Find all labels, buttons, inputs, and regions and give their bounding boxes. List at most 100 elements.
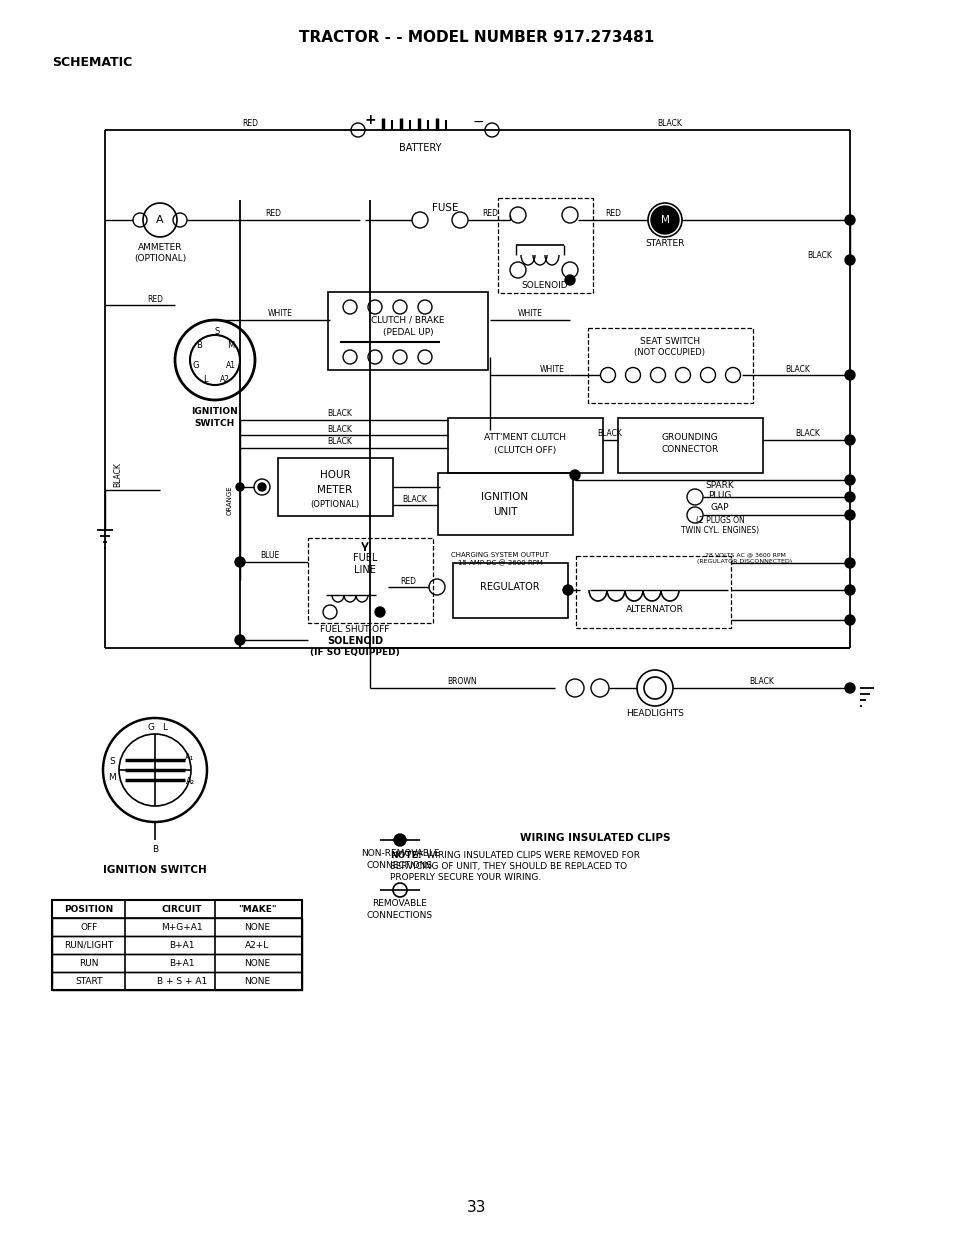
Circle shape bbox=[235, 483, 244, 492]
Text: RED: RED bbox=[604, 210, 620, 219]
Text: POSITION: POSITION bbox=[64, 904, 113, 914]
Text: CONNECTOR: CONNECTOR bbox=[660, 446, 718, 454]
Text: BLACK: BLACK bbox=[402, 494, 427, 504]
Circle shape bbox=[844, 370, 854, 380]
Text: SPARK: SPARK bbox=[705, 480, 734, 489]
Text: A₁: A₁ bbox=[185, 753, 194, 762]
Text: B: B bbox=[152, 846, 158, 855]
Circle shape bbox=[844, 510, 854, 520]
Text: 15 AMP DC @ 3600 RPM: 15 AMP DC @ 3600 RPM bbox=[457, 559, 542, 566]
Text: WHITE: WHITE bbox=[517, 310, 542, 319]
Text: (NOT OCCUPIED): (NOT OCCUPIED) bbox=[634, 348, 705, 357]
Bar bbox=[52, 900, 302, 918]
Text: NON-REMOVABLE: NON-REMOVABLE bbox=[360, 850, 438, 858]
Text: GAP: GAP bbox=[710, 503, 728, 511]
Text: B: B bbox=[196, 341, 202, 350]
Text: RUN: RUN bbox=[79, 958, 99, 967]
Circle shape bbox=[844, 492, 854, 501]
Text: B+A1: B+A1 bbox=[169, 941, 194, 950]
Text: SEAT SWITCH: SEAT SWITCH bbox=[639, 337, 700, 347]
Text: OFF: OFF bbox=[80, 923, 97, 931]
Text: BLUE: BLUE bbox=[260, 552, 279, 561]
Text: (REGULATOR DISCONNECTED): (REGULATOR DISCONNECTED) bbox=[697, 559, 792, 564]
Text: CLUTCH / BRAKE: CLUTCH / BRAKE bbox=[371, 315, 444, 325]
Text: A₂: A₂ bbox=[185, 778, 194, 787]
Text: RED: RED bbox=[147, 294, 163, 304]
Text: START: START bbox=[75, 977, 103, 986]
Circle shape bbox=[234, 557, 245, 567]
Bar bbox=[277, 458, 393, 516]
Text: NOTE:: NOTE: bbox=[390, 851, 421, 860]
Circle shape bbox=[844, 585, 854, 595]
Circle shape bbox=[647, 203, 681, 237]
Circle shape bbox=[844, 435, 854, 445]
Text: LINE: LINE bbox=[354, 564, 375, 576]
Bar bbox=[52, 900, 302, 990]
Text: M: M bbox=[659, 215, 669, 225]
Text: SCHEMATIC: SCHEMATIC bbox=[52, 56, 132, 68]
Bar bbox=[308, 538, 433, 622]
Text: A1: A1 bbox=[226, 361, 235, 369]
Text: BLACK: BLACK bbox=[657, 120, 681, 128]
Text: A2+L: A2+L bbox=[245, 941, 269, 950]
Text: PROPERLY SECURE YOUR WIRING.: PROPERLY SECURE YOUR WIRING. bbox=[390, 872, 540, 882]
Text: FUEL: FUEL bbox=[353, 553, 376, 563]
Circle shape bbox=[394, 834, 406, 846]
Text: IGNITION SWITCH: IGNITION SWITCH bbox=[103, 864, 207, 876]
Circle shape bbox=[569, 471, 579, 480]
Text: WHITE: WHITE bbox=[267, 310, 293, 319]
Bar bbox=[437, 473, 573, 535]
Text: STARTER: STARTER bbox=[644, 240, 684, 248]
Text: 33: 33 bbox=[467, 1200, 486, 1215]
Text: BROWN: BROWN bbox=[447, 678, 476, 687]
Text: (CLUTCH OFF): (CLUTCH OFF) bbox=[494, 446, 556, 454]
Circle shape bbox=[844, 615, 854, 625]
Circle shape bbox=[650, 206, 679, 233]
Text: BLACK: BLACK bbox=[784, 364, 810, 373]
Circle shape bbox=[234, 635, 245, 645]
Circle shape bbox=[844, 558, 854, 568]
Text: M: M bbox=[227, 341, 234, 350]
Bar bbox=[328, 291, 488, 370]
Text: TRACTOR - - MODEL NUMBER 917.273481: TRACTOR - - MODEL NUMBER 917.273481 bbox=[299, 31, 654, 46]
Text: (PEDAL UP): (PEDAL UP) bbox=[382, 329, 433, 337]
Circle shape bbox=[844, 683, 854, 693]
Text: RED: RED bbox=[399, 577, 416, 585]
Text: NONE: NONE bbox=[244, 958, 270, 967]
Text: SERVICING OF UNIT, THEY SHOULD BE REPLACED TO: SERVICING OF UNIT, THEY SHOULD BE REPLAC… bbox=[390, 862, 626, 871]
Text: HEADLIGHTS: HEADLIGHTS bbox=[625, 709, 683, 719]
Text: RED: RED bbox=[481, 210, 497, 219]
Text: ORANGE: ORANGE bbox=[227, 485, 233, 515]
Text: −: − bbox=[472, 115, 483, 128]
Text: G: G bbox=[193, 361, 199, 369]
Text: BLACK: BLACK bbox=[327, 437, 352, 447]
Text: TWIN CYL. ENGINES): TWIN CYL. ENGINES) bbox=[680, 526, 759, 536]
Text: 28 VOLTS AC @ 3600 RPM: 28 VOLTS AC @ 3600 RPM bbox=[704, 552, 784, 557]
Text: RED: RED bbox=[242, 120, 257, 128]
Text: +: + bbox=[364, 112, 375, 127]
Text: CHARGING SYSTEM OUTPUT: CHARGING SYSTEM OUTPUT bbox=[451, 552, 548, 558]
Text: WHITE: WHITE bbox=[539, 364, 564, 373]
Text: IGNITION: IGNITION bbox=[192, 408, 238, 416]
Text: METER: METER bbox=[317, 485, 353, 495]
Text: GROUNDING: GROUNDING bbox=[661, 432, 718, 441]
Text: BLACK: BLACK bbox=[795, 430, 820, 438]
Text: L: L bbox=[162, 722, 168, 731]
Text: BLACK: BLACK bbox=[327, 425, 352, 433]
Text: HOUR: HOUR bbox=[319, 471, 350, 480]
Text: REGULATOR: REGULATOR bbox=[479, 582, 539, 592]
Bar bbox=[52, 936, 302, 953]
Text: BLACK: BLACK bbox=[327, 410, 352, 419]
Text: IGNITION: IGNITION bbox=[481, 492, 528, 501]
Text: (OPTIONAL): (OPTIONAL) bbox=[310, 500, 359, 510]
Text: A2: A2 bbox=[220, 375, 230, 384]
Bar bbox=[618, 417, 762, 473]
Text: CONNECTIONS: CONNECTIONS bbox=[367, 910, 433, 920]
Bar bbox=[52, 953, 302, 972]
Text: IF WIRING INSULATED CLIPS WERE REMOVED FOR: IF WIRING INSULATED CLIPS WERE REMOVED F… bbox=[413, 851, 639, 860]
Text: SOLENOID: SOLENOID bbox=[521, 280, 568, 289]
Text: A: A bbox=[156, 215, 164, 225]
Circle shape bbox=[844, 215, 854, 225]
Text: SOLENOID: SOLENOID bbox=[327, 636, 383, 646]
Circle shape bbox=[257, 483, 266, 492]
